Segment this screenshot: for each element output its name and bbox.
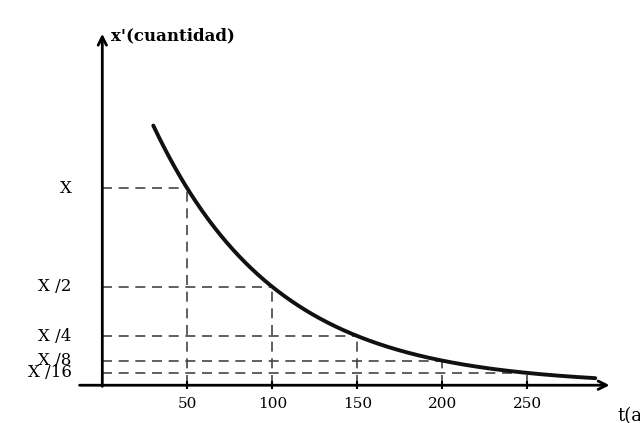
Text: x'(cuantidad): x'(cuantidad) (111, 27, 235, 44)
Text: X /8: X /8 (38, 352, 72, 369)
Text: 100: 100 (258, 397, 287, 411)
Text: X /2: X /2 (38, 278, 72, 295)
Text: X /16: X /16 (28, 365, 72, 382)
Text: 150: 150 (343, 397, 372, 411)
Text: 250: 250 (513, 397, 542, 411)
Text: X /4: X /4 (38, 327, 72, 344)
Text: t(años): t(años) (618, 407, 640, 423)
Text: X: X (60, 180, 72, 197)
Text: 200: 200 (428, 397, 457, 411)
Text: 50: 50 (178, 397, 197, 411)
